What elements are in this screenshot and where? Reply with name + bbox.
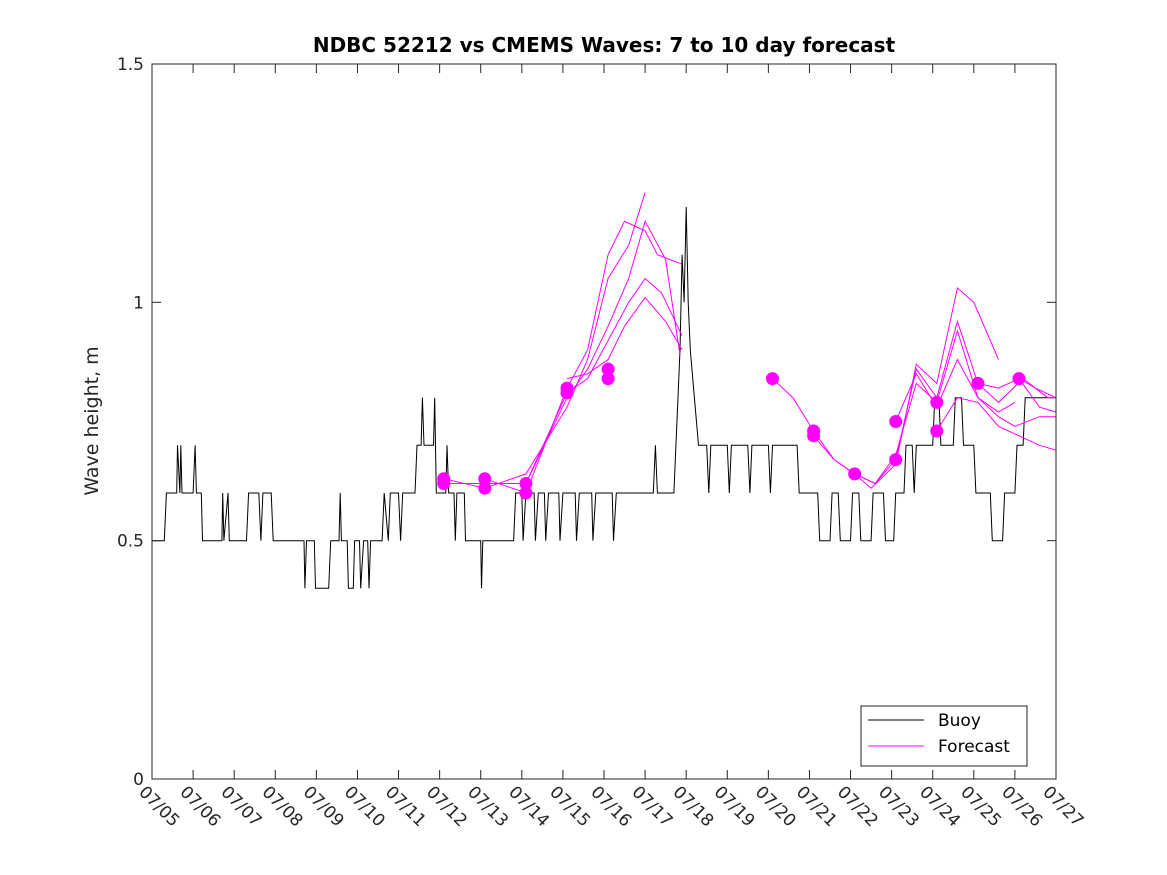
forecast-marker-15	[889, 453, 903, 467]
forecast-marker-17	[930, 424, 944, 438]
y-tick-label: 0	[133, 770, 144, 790]
forecast-series-line-3	[484, 220, 683, 494]
forecast-series-line-1	[443, 219, 681, 484]
forecast-marker-18	[971, 376, 985, 390]
forecast-marker-4	[519, 477, 533, 490]
forecast-series-line-9	[895, 358, 1056, 427]
buoy-series-line	[152, 206, 1056, 589]
forecast-series-line-7	[813, 329, 1016, 485]
forecast-marker-2	[478, 472, 492, 486]
forecast-marker-19	[1012, 372, 1026, 386]
y-tick-label: 0.5	[117, 532, 144, 552]
forecast-series-line-8	[854, 319, 1056, 485]
legend-label-buoy: Buoy	[938, 711, 981, 731]
forecast-marker-9	[601, 372, 615, 386]
chart-title: NDBC 52212 vs CMEMS Waves: 7 to 10 day f…	[313, 33, 896, 57]
forecast-marker-13	[848, 467, 862, 481]
forecast-marker-8	[601, 362, 615, 376]
forecast-marker-1	[437, 477, 451, 490]
y-tick-label: 1.5	[117, 55, 144, 75]
forecast-marker-16	[930, 395, 944, 409]
forecast-marker-3	[478, 481, 492, 495]
forecast-series-line-5	[566, 296, 683, 380]
forecast-marker-10	[766, 372, 779, 386]
legend-box	[860, 705, 1028, 767]
forecast-series-line-2	[443, 192, 646, 489]
forecast-series-line-10	[936, 397, 1056, 451]
y-axis-label: Wave height, m	[81, 346, 103, 495]
y-tick-label: 1	[133, 293, 144, 313]
forecast-series-line-6	[772, 287, 999, 489]
forecast-marker-7	[560, 386, 574, 400]
forecast-marker-14	[889, 415, 903, 428]
legend: Buoy Forecast	[860, 705, 1028, 767]
forecast-marker-5	[519, 486, 533, 500]
forecast-marker-12	[807, 429, 821, 443]
legend-label-forecast: Forecast	[938, 737, 1010, 757]
